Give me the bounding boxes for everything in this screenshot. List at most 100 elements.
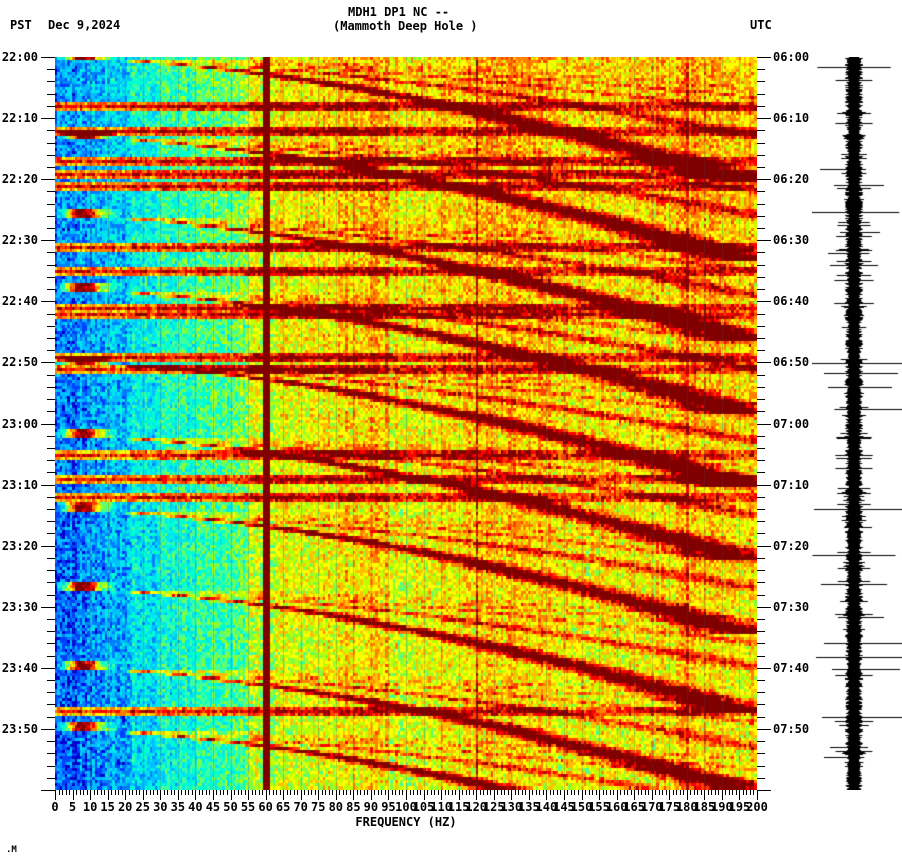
tick-minor-right: [757, 558, 765, 559]
tick-major-freq: [652, 790, 653, 800]
tick-minor-right: [757, 81, 765, 82]
tick-minor-freq: [392, 790, 393, 795]
frequency-tick-label: 120: [465, 800, 488, 814]
tick-minor-freq: [753, 790, 754, 795]
tick-minor-left: [47, 472, 55, 473]
tick-minor-left: [47, 717, 55, 718]
tick-major-freq: [424, 790, 425, 800]
tick-minor-right: [757, 778, 765, 779]
time-label-utc: 06:20: [773, 172, 810, 187]
tick-minor-right: [757, 204, 765, 205]
tick-major-freq: [406, 790, 407, 800]
tick-minor-freq: [245, 790, 246, 795]
tick-minor-freq: [662, 790, 663, 795]
tick-minor-right: [757, 94, 765, 95]
tick-minor-freq: [122, 790, 123, 795]
tick-major-left: [41, 240, 55, 241]
tick-minor-freq: [150, 790, 151, 795]
frequency-tick-label: 135: [518, 800, 540, 814]
tick-minor-freq: [146, 790, 147, 795]
tick-minor-freq: [701, 790, 702, 795]
frequency-tick-label: 85: [346, 800, 361, 814]
tick-minor-freq: [374, 790, 375, 795]
frequency-tick-label: 90: [363, 800, 379, 814]
frequency-tick-label: 110: [430, 800, 452, 814]
tick-minor-freq: [255, 790, 256, 795]
tick-minor-freq: [680, 790, 681, 795]
frequency-tick-label: 70: [293, 800, 308, 814]
time-label-pst: 23:50: [1, 721, 38, 736]
tick-major-right: [757, 424, 771, 425]
frequency-tick-label: 190: [711, 800, 733, 814]
tick-minor-freq: [413, 790, 414, 795]
tick-minor-freq: [592, 790, 593, 795]
tick-minor-freq: [346, 790, 347, 795]
frequency-axis-title: FREQUENCY (HZ): [355, 815, 457, 829]
time-label-pst: 22:30: [1, 233, 38, 248]
tick-major-freq: [582, 790, 583, 800]
tick-minor-left: [47, 338, 55, 339]
tick-major-freq: [494, 790, 495, 800]
frequency-tick-label: 175: [658, 800, 681, 814]
frequency-tick-label: 195: [728, 800, 751, 814]
tick-minor-right: [757, 753, 765, 754]
timezone-label-right: UTC: [750, 18, 772, 32]
waveform-trace-panel[interactable]: [812, 57, 902, 790]
frequency-tick-label: 105: [412, 800, 435, 814]
tick-minor-freq: [676, 790, 677, 795]
tick-minor-freq: [294, 790, 295, 795]
frequency-tick-label: 125: [482, 800, 505, 814]
tick-minor-freq: [725, 790, 726, 795]
tick-minor-freq: [708, 790, 709, 795]
tick-minor-left: [47, 191, 55, 192]
tick-major-freq: [757, 790, 758, 800]
tick-minor-left: [47, 741, 55, 742]
tick-minor-freq: [655, 790, 656, 795]
tick-minor-left: [47, 69, 55, 70]
tick-minor-freq: [276, 790, 277, 795]
tick-minor-freq: [206, 790, 207, 795]
spectrogram-plot[interactable]: [55, 57, 757, 790]
tick-minor-freq: [395, 790, 396, 795]
tick-major-left: [41, 362, 55, 363]
time-label-pst: 22:40: [1, 294, 38, 309]
tick-major-left: [41, 118, 55, 119]
tick-minor-freq: [153, 790, 154, 795]
tick-minor-freq: [297, 790, 298, 795]
tick-minor-left: [47, 631, 55, 632]
tick-minor-right: [757, 143, 765, 144]
tick-major-right: [757, 301, 771, 302]
tick-minor-freq: [585, 790, 586, 795]
tick-minor-left: [47, 265, 55, 266]
tick-minor-freq: [746, 790, 747, 795]
tick-minor-freq: [466, 790, 467, 795]
time-label-pst: 22:50: [1, 355, 38, 370]
tick-minor-freq: [736, 790, 737, 795]
time-label-pst: 22:00: [1, 50, 38, 64]
tick-minor-freq: [718, 790, 719, 795]
tick-major-freq: [73, 790, 74, 800]
tick-minor-freq: [690, 790, 691, 795]
tick-minor-left: [47, 375, 55, 376]
tick-major-freq: [301, 790, 302, 800]
frequency-tick-label: 35: [170, 800, 186, 814]
station-code-title: MDH1 DP1 NC --: [348, 5, 450, 19]
tick-minor-freq: [104, 790, 105, 795]
tick-minor-right: [757, 252, 765, 253]
frequency-tick-label: 20: [117, 800, 133, 814]
tick-major-left: [41, 668, 55, 669]
tick-minor-left: [47, 130, 55, 131]
tick-minor-freq: [280, 790, 281, 795]
tick-minor-freq: [223, 790, 224, 795]
tick-major-freq: [283, 790, 284, 800]
tick-minor-freq: [532, 790, 533, 795]
tick-major-freq: [248, 790, 249, 800]
tick-minor-left: [47, 570, 55, 571]
tick-minor-right: [757, 595, 765, 596]
tick-minor-freq: [683, 790, 684, 795]
frequency-tick-label: 130: [500, 800, 523, 814]
tick-major-freq: [90, 790, 91, 800]
frequency-tick-label: 145: [553, 800, 575, 814]
time-label-pst: 23:10: [1, 477, 38, 492]
tick-minor-right: [757, 631, 765, 632]
